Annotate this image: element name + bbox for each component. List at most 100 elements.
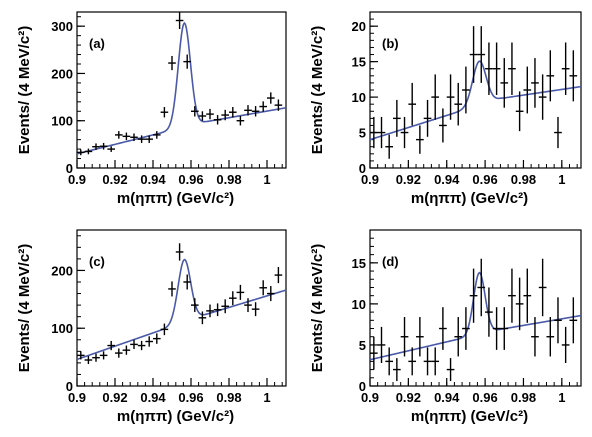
data-point	[191, 298, 199, 313]
data-point	[423, 99, 432, 137]
data-point	[168, 281, 176, 297]
x-tick-label: 1	[263, 390, 270, 405]
data-point	[538, 258, 547, 317]
data-point	[515, 91, 524, 132]
data-point	[122, 345, 131, 355]
data-point	[485, 42, 493, 95]
x-tick-label: 0.92	[102, 390, 127, 405]
data-point	[198, 311, 207, 325]
data-point	[274, 99, 283, 111]
data-point	[408, 82, 417, 126]
x-tick-label: 1	[558, 172, 565, 187]
data-point	[168, 55, 176, 71]
x-tick-label: 0.96	[178, 172, 203, 187]
data-point	[446, 358, 455, 382]
data-point	[259, 101, 267, 112]
data-point	[492, 307, 501, 350]
data-point	[206, 108, 214, 120]
x-tick-label: 0.98	[216, 172, 241, 187]
x-tick-label: 1	[558, 390, 565, 405]
data-point	[554, 116, 562, 149]
y-tick-label: 200	[51, 66, 73, 81]
x-tick-label: 0.94	[434, 172, 460, 187]
panel-label: (d)	[382, 254, 399, 269]
x-tick-label: 0.92	[396, 172, 421, 187]
fit-curve	[76, 21, 287, 155]
data-point	[107, 340, 115, 351]
y-tick-label: 5	[359, 126, 366, 141]
panel-c: 0.9 0.92 0.94 0.96 0.98 1 0 100 200 (c) m(ηππ) (Ge…	[16, 229, 287, 425]
data-point	[267, 286, 275, 302]
data-point	[251, 302, 260, 317]
data-point	[92, 353, 100, 362]
data-point	[274, 266, 283, 284]
data-point	[153, 131, 161, 139]
data-point	[400, 317, 409, 357]
x-axis-title: m(ηππ) (GeV/c²)	[411, 408, 528, 425]
data-point	[439, 108, 447, 143]
data-point	[137, 135, 146, 143]
data-point	[213, 115, 222, 125]
plot-frame	[76, 11, 287, 169]
y-tick-label: 0	[66, 379, 73, 394]
data-point	[77, 149, 85, 156]
x-tick-label: 0.98	[511, 390, 536, 405]
y-axis-title: Events/ (4 MeV/c²)	[16, 26, 33, 154]
data-point	[462, 66, 470, 114]
data-point	[462, 307, 470, 350]
x-tick-label: 0.94	[140, 390, 166, 405]
y-tick-label: 15	[352, 55, 366, 70]
data-point	[77, 351, 85, 360]
data-point	[515, 277, 524, 331]
data-point	[469, 26, 478, 83]
data-point	[561, 326, 570, 364]
data-point	[229, 107, 237, 118]
data-point	[385, 134, 394, 159]
data-point	[153, 333, 161, 344]
data-point	[92, 143, 100, 151]
panel-label: (b)	[382, 36, 399, 51]
data-point	[244, 298, 252, 313]
data-point	[145, 135, 153, 143]
data-point	[423, 347, 432, 376]
x-tick-label: 0.98	[216, 390, 241, 405]
data-point	[523, 268, 532, 323]
y-tick-label: 200	[51, 263, 73, 278]
x-tick-label: 0.9	[68, 172, 86, 187]
data-point	[393, 358, 401, 382]
data-point	[175, 12, 184, 30]
data-point	[84, 355, 93, 365]
data-point	[137, 340, 146, 351]
data-point	[206, 304, 214, 318]
data-point	[416, 125, 424, 154]
x-tick-label: 0.94	[434, 390, 460, 405]
data-point	[175, 243, 184, 261]
x-tick-label: 0.98	[511, 172, 536, 187]
data-point	[454, 317, 463, 357]
data-point	[370, 336, 378, 370]
data-point	[259, 280, 267, 296]
x-tick-label: 1	[263, 172, 270, 187]
data-point	[213, 303, 222, 317]
data-point	[130, 339, 138, 350]
data-point	[84, 148, 93, 155]
data-point	[267, 92, 275, 104]
data-point	[500, 307, 509, 350]
y-axis-title: Events/ (4 MeV/c²)	[309, 26, 326, 154]
data-point	[439, 307, 447, 350]
data-point	[115, 131, 123, 139]
data-point	[377, 326, 386, 364]
y-tick-label: 0	[359, 379, 366, 394]
plot-frame	[369, 11, 582, 169]
data-point	[160, 323, 169, 336]
data-point	[99, 351, 108, 360]
y-tick-label: 10	[352, 90, 366, 105]
data-point	[370, 116, 378, 149]
panel-label: (c)	[89, 254, 105, 269]
data-point	[160, 107, 169, 118]
x-tick-label: 0.92	[102, 172, 127, 187]
data-point	[477, 26, 486, 83]
y-tick-label: 300	[51, 19, 73, 34]
